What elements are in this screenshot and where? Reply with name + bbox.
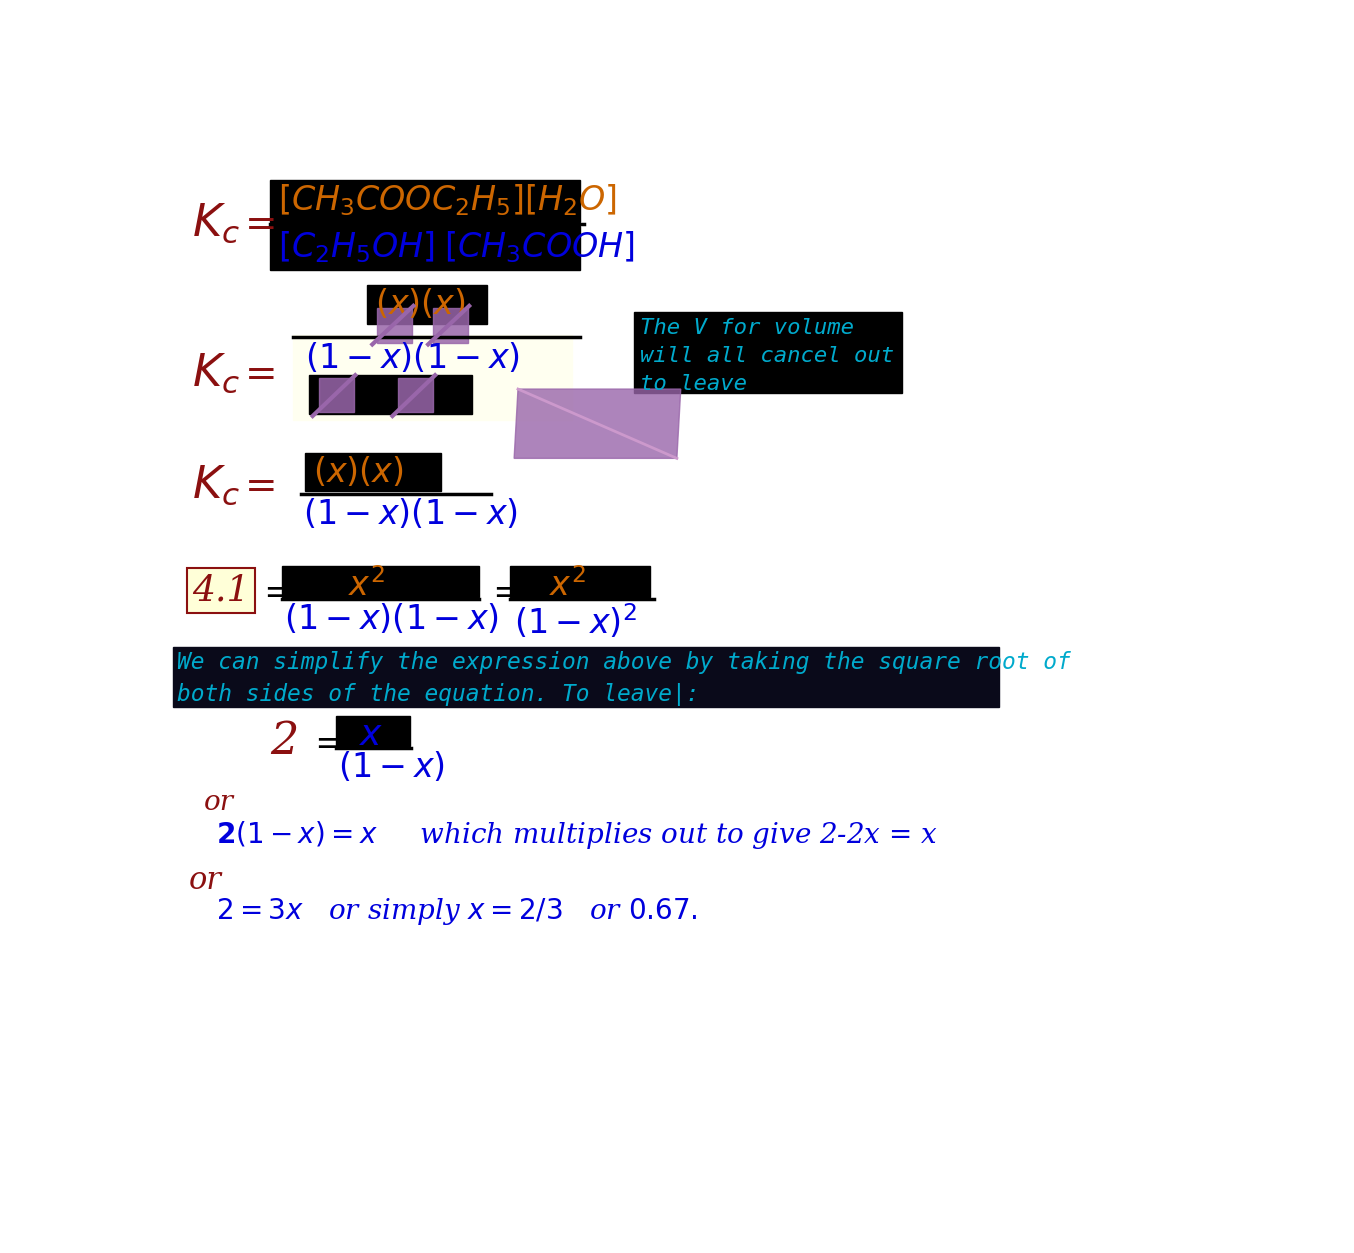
Text: $x^2$: $x^2$ bbox=[348, 569, 385, 603]
Text: The V for volume
will all cancel out
to leave: The V for volume will all cancel out to … bbox=[640, 318, 895, 395]
Text: $(1-x)^2$: $(1-x)^2$ bbox=[515, 603, 638, 642]
Bar bbox=[376, 308, 412, 343]
Bar bbox=[367, 286, 487, 323]
Bar bbox=[173, 647, 998, 707]
Bar bbox=[305, 454, 440, 491]
Text: $(1-x)(1-x)$: $(1-x)(1-x)$ bbox=[302, 497, 517, 531]
Bar bbox=[282, 566, 479, 596]
Text: $(x)(x)$: $(x)(x)$ bbox=[375, 287, 466, 322]
Text: $(1-x)$: $(1-x)$ bbox=[338, 751, 445, 784]
Text: $=$: $=$ bbox=[307, 724, 343, 759]
Text: $=$: $=$ bbox=[237, 205, 275, 242]
Text: $=$: $=$ bbox=[486, 574, 521, 608]
Text: $(1-x)(1-x)$: $(1-x)(1-x)$ bbox=[284, 603, 500, 637]
Text: $(x)(x)$: $(x)(x)$ bbox=[313, 455, 403, 489]
Text: $2 = 3x$   or simply $x = 2/3$   or $0.67.$: $2 = 3x$ or simply $x = 2/3$ or $0.67.$ bbox=[215, 896, 697, 927]
Text: $[CH_3COOC_2H_5][H_2O]$: $[CH_3COOC_2H_5][H_2O]$ bbox=[278, 183, 616, 218]
Bar bbox=[336, 717, 409, 746]
Text: $\mathbf{2}(1-x) = x$     which multiplies out to give 2-2x = x: $\mathbf{2}(1-x) = x$ which multiplies o… bbox=[215, 818, 937, 851]
Text: $=$: $=$ bbox=[256, 574, 291, 608]
Text: $x^2$: $x^2$ bbox=[548, 569, 586, 603]
Text: $=$: $=$ bbox=[237, 467, 275, 504]
Bar bbox=[309, 375, 471, 413]
Text: 2: 2 bbox=[269, 720, 298, 763]
Bar bbox=[634, 312, 902, 393]
Polygon shape bbox=[515, 390, 681, 459]
Text: $[C_2H_5OH]\;[CH_3COOH]$: $[C_2H_5OH]\;[CH_3COOH]$ bbox=[278, 229, 635, 264]
Text: $(1-x)(1-x)$: $(1-x)(1-x)$ bbox=[305, 341, 520, 376]
Text: We can simplify the expression above by taking the square root of
both sides of : We can simplify the expression above by … bbox=[177, 650, 1071, 705]
Bar bbox=[294, 335, 573, 420]
Bar bbox=[398, 377, 433, 412]
Text: 4.1: 4.1 bbox=[192, 574, 250, 608]
Bar bbox=[269, 179, 580, 222]
Text: $K_c$: $K_c$ bbox=[192, 464, 241, 507]
Text: $K_c$: $K_c$ bbox=[192, 352, 241, 396]
Text: or: or bbox=[204, 789, 234, 817]
Text: $=$: $=$ bbox=[237, 355, 275, 392]
Text: or: or bbox=[188, 865, 222, 896]
Bar bbox=[318, 377, 353, 412]
Bar bbox=[269, 226, 580, 269]
Text: $x$: $x$ bbox=[359, 718, 383, 752]
Bar bbox=[510, 566, 650, 596]
Bar bbox=[433, 308, 467, 343]
Text: $K_c$: $K_c$ bbox=[192, 202, 241, 246]
